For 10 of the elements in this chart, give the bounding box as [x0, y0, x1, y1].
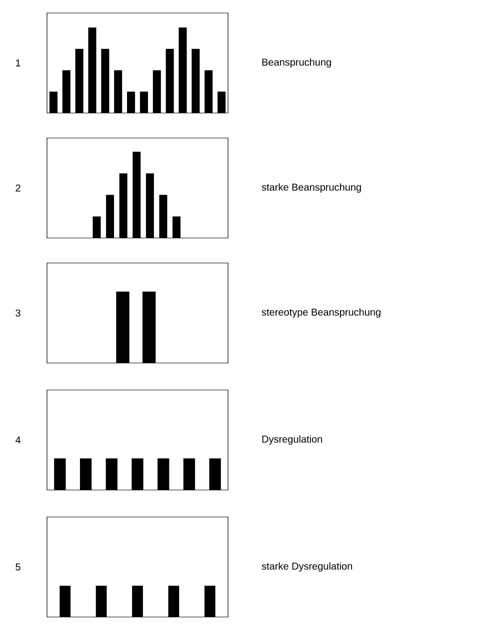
y-axis-title: 2: [16, 184, 20, 192]
y-axis-title: 5: [16, 564, 20, 570]
text: stereotype Beanspruchung: [262, 308, 380, 318]
text: Dysregulation: [262, 435, 322, 445]
text: starke Beanspruchung: [262, 183, 361, 193]
y-axis-title: 3: [16, 309, 20, 317]
text: Beanspruchung: [262, 58, 331, 68]
y-axis-title: 4: [15, 436, 21, 444]
y-axis-title: 1: [16, 60, 20, 66]
text: starke Dysregulation: [262, 562, 352, 572]
